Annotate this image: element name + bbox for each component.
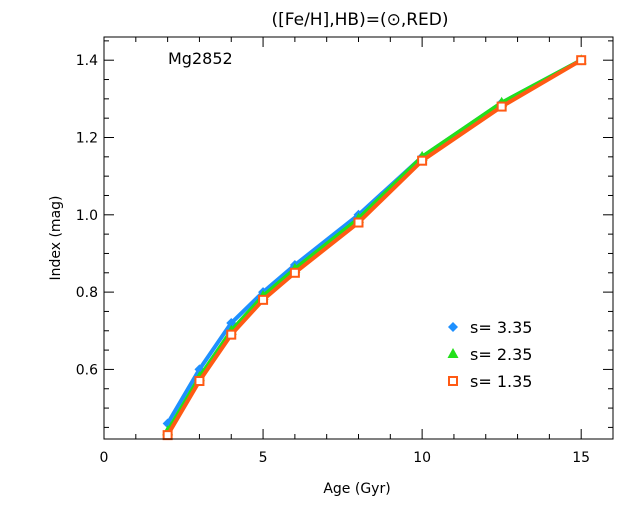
data-point: [194, 376, 205, 387]
chart-annotation: Mg2852: [168, 49, 233, 68]
data-point: [162, 430, 173, 441]
x-tick-label: 10: [413, 450, 431, 466]
y-axis-label: Index (mag): [48, 195, 64, 280]
data-point: [226, 329, 237, 340]
legend-marker: [448, 376, 458, 386]
legend: s= 3.35 s= 2.35 s= 1.35: [447, 318, 532, 391]
legend-marker: [448, 322, 458, 332]
legend-label: s= 2.35: [470, 345, 532, 364]
x-tick-label: 0: [100, 450, 109, 466]
y-tick-label: 1.2: [76, 131, 98, 147]
y-tick-label: 1.4: [76, 53, 98, 69]
y-tick-label: 0.8: [76, 285, 98, 301]
legend-label: s= 3.35: [470, 318, 532, 337]
axis-ticks: 0 5 10 15 0.6 0.8 1.0 1.2 1.4: [76, 37, 614, 466]
data-point: [576, 55, 587, 66]
y-tick-label: 1.0: [76, 208, 98, 224]
data-point: [496, 101, 507, 112]
legend-marker: [447, 348, 459, 358]
chart-title: ([Fe/H],HB)=(⊙,RED): [272, 10, 449, 30]
series-line: [165, 58, 583, 425]
series-layer: [162, 54, 587, 441]
data-point: [289, 267, 300, 278]
x-tick-label: 15: [572, 450, 590, 466]
legend-label: s= 1.35: [470, 372, 532, 391]
data-point: [417, 155, 428, 166]
data-point: [353, 217, 364, 228]
y-tick-label: 0.6: [76, 362, 98, 378]
plot-frame: [103, 36, 614, 440]
x-axis-label: Age (Gyr): [323, 481, 390, 497]
data-point: [258, 294, 269, 305]
x-tick-label: 5: [259, 450, 268, 466]
